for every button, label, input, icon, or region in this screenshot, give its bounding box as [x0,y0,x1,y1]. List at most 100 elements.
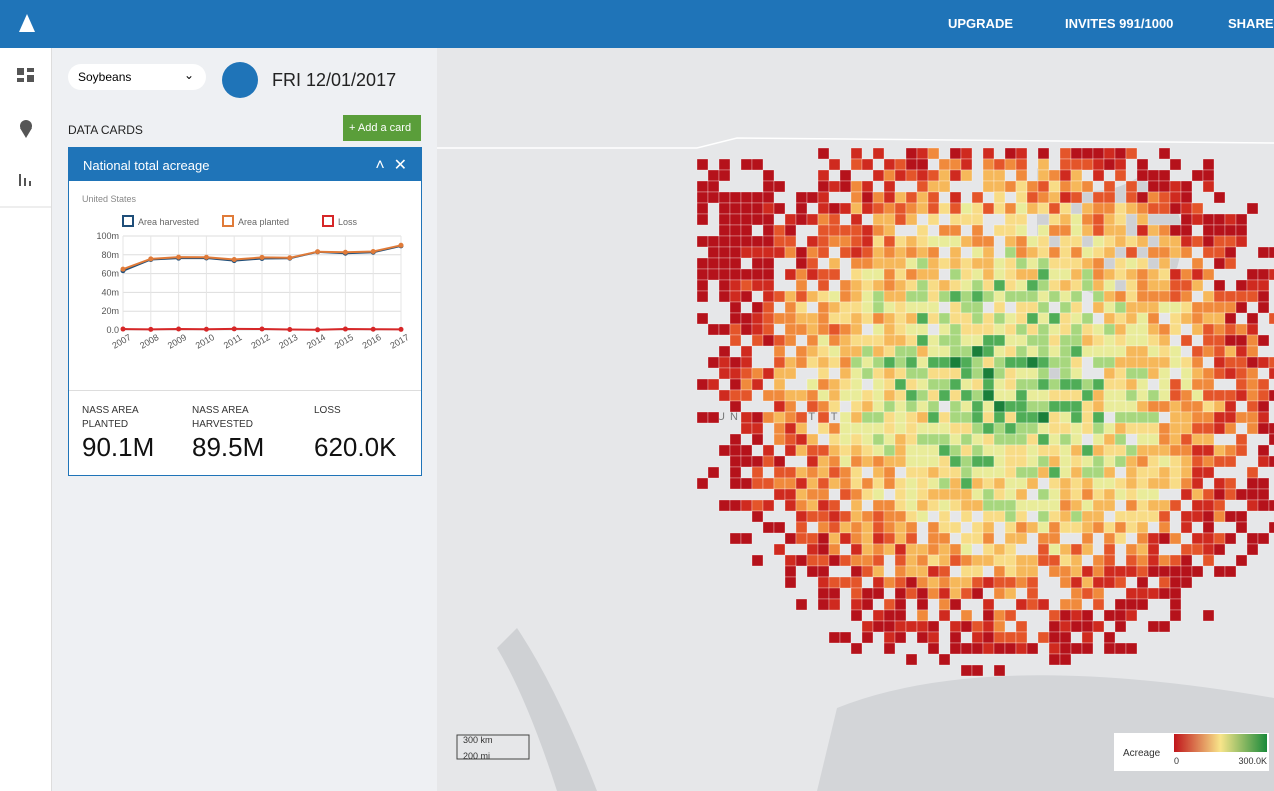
map-cell [1092,268,1105,281]
map-cell [850,301,863,314]
map-cell [993,444,1006,457]
map-cell [1059,400,1072,413]
map-cell [1081,224,1094,237]
map-cell [751,257,764,270]
map-cell [1037,411,1050,424]
map-cell [883,389,896,402]
map-cell [1026,312,1039,325]
map-cell [938,598,951,611]
map-cell [1059,290,1072,303]
invites[interactable]: INVITES 991/1000 [1065,16,1174,31]
map-cell [1070,169,1083,182]
map-cell [817,367,830,380]
map-cell [927,620,940,633]
map-cell [905,499,918,512]
upgrade[interactable]: UPGRADE [948,16,1014,31]
map-cell [1257,290,1270,303]
map-cell [1048,323,1061,336]
map-cell [839,411,852,424]
map-cell [1213,565,1226,578]
map-cell [905,367,918,380]
map-cell [894,488,907,501]
crop-select[interactable]: Soybeans ⌄ [68,64,206,90]
map-cell [927,411,940,424]
map-cell [850,510,863,523]
map-cell [839,180,852,193]
map-cell [861,257,874,270]
map-cell [1004,345,1017,358]
add-card-button[interactable]: + Add a card [343,115,421,141]
map-cell [1103,455,1116,468]
map-cell [1015,169,1028,182]
map-cell [1191,301,1204,314]
map-cell [861,411,874,424]
map-cell [1136,378,1149,391]
card-controls[interactable]: ˄ ✕ [375,157,407,174]
map-cell [1125,301,1138,314]
map-cell [916,257,929,270]
map-cell [1180,466,1193,479]
map-cell [1004,521,1017,534]
map-cell [1147,268,1160,281]
map-cell [1180,301,1193,314]
map-cell [872,477,885,490]
map-cell [1004,202,1017,215]
map-cell [1037,279,1050,292]
map-cell [883,367,896,380]
map-cell [773,345,786,358]
map-cell [1136,499,1149,512]
rail-icons[interactable] [0,48,52,218]
map-cell [1026,499,1039,512]
share[interactable]: SHARE [1228,16,1274,31]
map-cell [1125,268,1138,281]
map-cell [1125,455,1138,468]
map-cell [1103,246,1116,259]
map-cell [949,312,962,325]
map-cell [1059,202,1072,215]
map-cell [883,180,896,193]
map-cell [1147,334,1160,347]
map-cell [828,301,841,314]
logo[interactable] [16,12,38,34]
map-cell [1246,477,1259,490]
map-cell [1048,334,1061,347]
map-cell [1147,554,1160,567]
map-cell [795,532,808,545]
map-cell [1037,400,1050,413]
map-cell [1048,510,1061,523]
map-cell [1158,290,1171,303]
map-cell [1257,444,1270,457]
map-cell [1059,422,1072,435]
map-cell [938,202,951,215]
map-cell [850,323,863,336]
map-cell [993,356,1006,369]
map-cell [1059,279,1072,292]
map-cell [1015,444,1028,457]
crop: Soybeans [78,70,132,84]
map-cell [1004,290,1017,303]
map-cell [1147,400,1160,413]
map-cell [1081,477,1094,490]
map-cell [773,389,786,402]
map-cell [806,433,819,446]
map-cell [971,323,984,336]
map-cell [971,422,984,435]
map-cell [960,158,973,171]
map-cell [1169,455,1182,468]
map[interactable]: UNITED STATES 300 km 200 mi Acreage 0 30… [437,48,1274,791]
calendar-button[interactable] [222,62,258,98]
map-cell [1070,147,1083,160]
map-cell [850,587,863,600]
map-cell [1081,268,1094,281]
map-cell [1213,235,1226,248]
map-cell [740,246,753,259]
map-cell [971,312,984,325]
map-cell [1070,191,1083,204]
map-cell [1246,499,1259,512]
map-cell [1202,213,1215,226]
map-cell [993,554,1006,567]
map-cell [1202,301,1215,314]
map-cell [1158,576,1171,589]
map-cell [861,389,874,402]
map-cell [1070,378,1083,391]
